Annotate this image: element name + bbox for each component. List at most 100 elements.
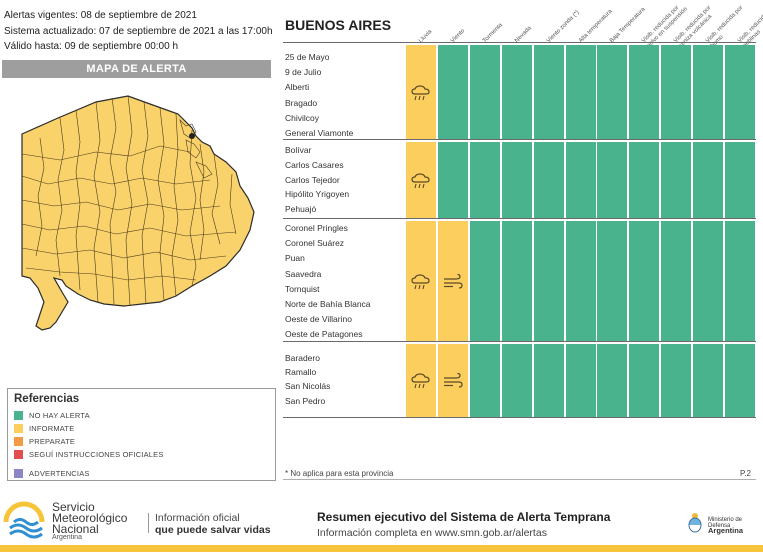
- alert-cell-green: [565, 344, 596, 417]
- department-name: Bolívar: [285, 145, 312, 155]
- alert-cell-green: [597, 344, 628, 417]
- org-country: Argentina: [52, 534, 82, 541]
- alert-cell-green: [693, 344, 724, 417]
- alert-cell-green: [725, 344, 755, 417]
- instructions-swatch: [14, 449, 23, 459]
- alert-cell-green: [661, 142, 692, 219]
- alert-cell-yellow: [437, 221, 468, 342]
- alert-cell-green: [597, 221, 628, 342]
- alert-cell-green: [565, 142, 596, 219]
- department-name: Carlos Tejedor: [285, 174, 340, 185]
- department-name: Oeste de Villarino: [285, 314, 352, 325]
- rain-icon: [411, 84, 430, 100]
- alert-cell-green: [437, 142, 468, 219]
- alert-cell-green: [533, 45, 564, 140]
- zone-divider: [283, 218, 756, 219]
- department-name: Puan: [285, 253, 305, 264]
- org-name-line2: Meteorológico: [52, 511, 128, 525]
- references-box: Referencias NO HAY ALERTA INFORMATE PREP…: [7, 388, 276, 481]
- alert-cell-green: [533, 142, 564, 219]
- note-divider: [283, 479, 756, 480]
- table-note: * No aplica para esta provincia: [285, 469, 394, 478]
- reference-label: NO HAY ALERTA: [29, 410, 90, 420]
- department-name: Carlos Casares: [285, 159, 344, 170]
- alert-cell-green: [501, 142, 532, 219]
- alert-date: Alertas vigentes: 08 de septiembre de 20…: [4, 10, 197, 21]
- summary-link: Información completa en www.smn.gob.ar/a…: [317, 527, 547, 539]
- alert-cell-green: [725, 142, 755, 219]
- alert-cell-green: [501, 344, 532, 417]
- alert-cell-green: [725, 45, 755, 140]
- map-title: MAPA DE ALERTA: [2, 60, 271, 78]
- alert-cell-green: [661, 45, 692, 140]
- alert-cell-green: [661, 344, 692, 417]
- reference-label: PREPARATE: [29, 436, 76, 446]
- alert-cell-green: [629, 344, 660, 417]
- alert-cell-green: [693, 221, 724, 342]
- department-name: 9 de Julio: [285, 67, 322, 78]
- department-name: Saavedra: [285, 268, 322, 279]
- valid-until: Válido hasta: 09 de septiembre 00:00 h: [4, 41, 179, 52]
- alert-cell-green: [597, 142, 628, 219]
- reference-label: INFORMATE: [29, 423, 75, 433]
- alert-cell-yellow: [406, 142, 436, 219]
- preparate-swatch: [14, 436, 23, 446]
- alert-cell-green: [629, 142, 660, 219]
- department-name: Coronel Pringles: [285, 223, 348, 233]
- department-name: Ramallo: [285, 367, 317, 378]
- alert-cell-green: [533, 344, 564, 417]
- zone-divider: [283, 417, 756, 418]
- alert-cell-green: [693, 142, 724, 219]
- tagline-line2: que puede salvar vidas: [155, 524, 271, 536]
- reference-label: SEGUÍ INSTRUCCIONES OFICIALES: [29, 449, 164, 459]
- ministry-name: Ministerio de Defensa: [708, 517, 743, 529]
- alert-cell-green: [437, 45, 468, 140]
- zone-divider: [283, 139, 756, 140]
- alert-cell-green: [565, 221, 596, 342]
- rain-icon: [411, 273, 430, 289]
- no-alert-swatch: [14, 410, 23, 420]
- footer-divider: [148, 513, 149, 533]
- page-number: P.2: [740, 469, 751, 478]
- tagline-line1: Información oficial: [155, 512, 240, 524]
- department-name: General Viamonte: [285, 128, 354, 138]
- department-name: San Nicolás: [285, 381, 331, 392]
- reference-warnings: ADVERTENCIAS: [14, 468, 90, 478]
- reference-instructions: SEGUÍ INSTRUCCIONES OFICIALES: [14, 449, 164, 459]
- capital-marker: [189, 133, 195, 139]
- department-name: Pehuajó: [285, 204, 317, 215]
- alert-cell-green: [597, 45, 628, 140]
- zone-divider: [283, 42, 756, 43]
- alert-cell-green: [629, 45, 660, 140]
- alert-cell-green: [661, 221, 692, 342]
- zone-divider: [283, 341, 756, 342]
- wind-icon: [443, 273, 463, 289]
- rain-icon: [411, 172, 430, 188]
- alert-cell-green: [629, 221, 660, 342]
- coat-of-arms-icon: [688, 513, 702, 533]
- alert-cell-yellow: [437, 344, 468, 417]
- alert-cell-green: [469, 221, 500, 342]
- alert-cell-green: [469, 45, 500, 140]
- reference-informate: INFORMATE: [14, 423, 74, 433]
- references-title: Referencias: [14, 393, 80, 405]
- department-name: Norte de Bahía Blanca: [285, 299, 371, 309]
- org-name-line3: Nacional: [52, 522, 99, 536]
- department-name: Oeste de Patagones: [285, 329, 363, 340]
- smn-logo: [3, 501, 45, 539]
- org-name-line1: Servicio: [52, 500, 95, 514]
- department-name: San Pedro: [285, 395, 326, 406]
- alert-cell-green: [469, 142, 500, 219]
- updated-date: Sistema actualizado: 07 de septiembre de…: [4, 26, 273, 37]
- department-name: Alberti: [285, 82, 310, 93]
- alert-cell-green: [565, 45, 596, 140]
- department-name: 25 de Mayo: [285, 52, 330, 62]
- alert-cell-green: [501, 45, 532, 140]
- alert-cell-green: [501, 221, 532, 342]
- footer-bar: [0, 545, 763, 552]
- district-lines: [21, 95, 237, 307]
- alert-cell-green: [533, 221, 564, 342]
- alert-cell-green: [693, 45, 724, 140]
- alert-cell-yellow: [406, 45, 436, 140]
- department-name: Tornquist: [285, 283, 320, 294]
